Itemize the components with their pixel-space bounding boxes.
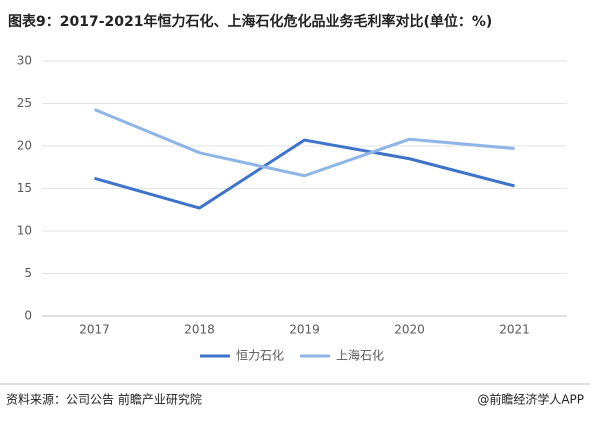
credit: @前瞻经济学人APP <box>477 392 584 407</box>
chart-title: 图表9：2017-2021年恒力石化、上海石化危化品业务毛利率对比(单位：%) <box>8 13 492 30</box>
x-tick-label: 2020 <box>394 323 425 337</box>
source-note: 资料来源：公司公告 前瞻产业研究院 <box>6 392 202 407</box>
y-tick-label: 30 <box>17 54 32 68</box>
y-tick-label: 5 <box>24 266 32 280</box>
series-line <box>94 138 515 210</box>
x-tick-label: 2021 <box>499 323 530 337</box>
series-line <box>93 108 515 178</box>
y-tick-label: 15 <box>17 181 32 195</box>
y-tick-label: 25 <box>17 96 32 110</box>
legend-label: 上海石化 <box>336 348 384 363</box>
y-tick-label: 10 <box>17 224 32 238</box>
y-tick-label: 0 <box>24 309 32 323</box>
x-tick-label: 2018 <box>184 323 215 337</box>
y-tick-label: 20 <box>17 139 32 153</box>
x-tick-label: 2019 <box>289 323 320 337</box>
legend-label: 恒力石化 <box>236 349 284 363</box>
x-tick-label: 2017 <box>79 323 110 337</box>
